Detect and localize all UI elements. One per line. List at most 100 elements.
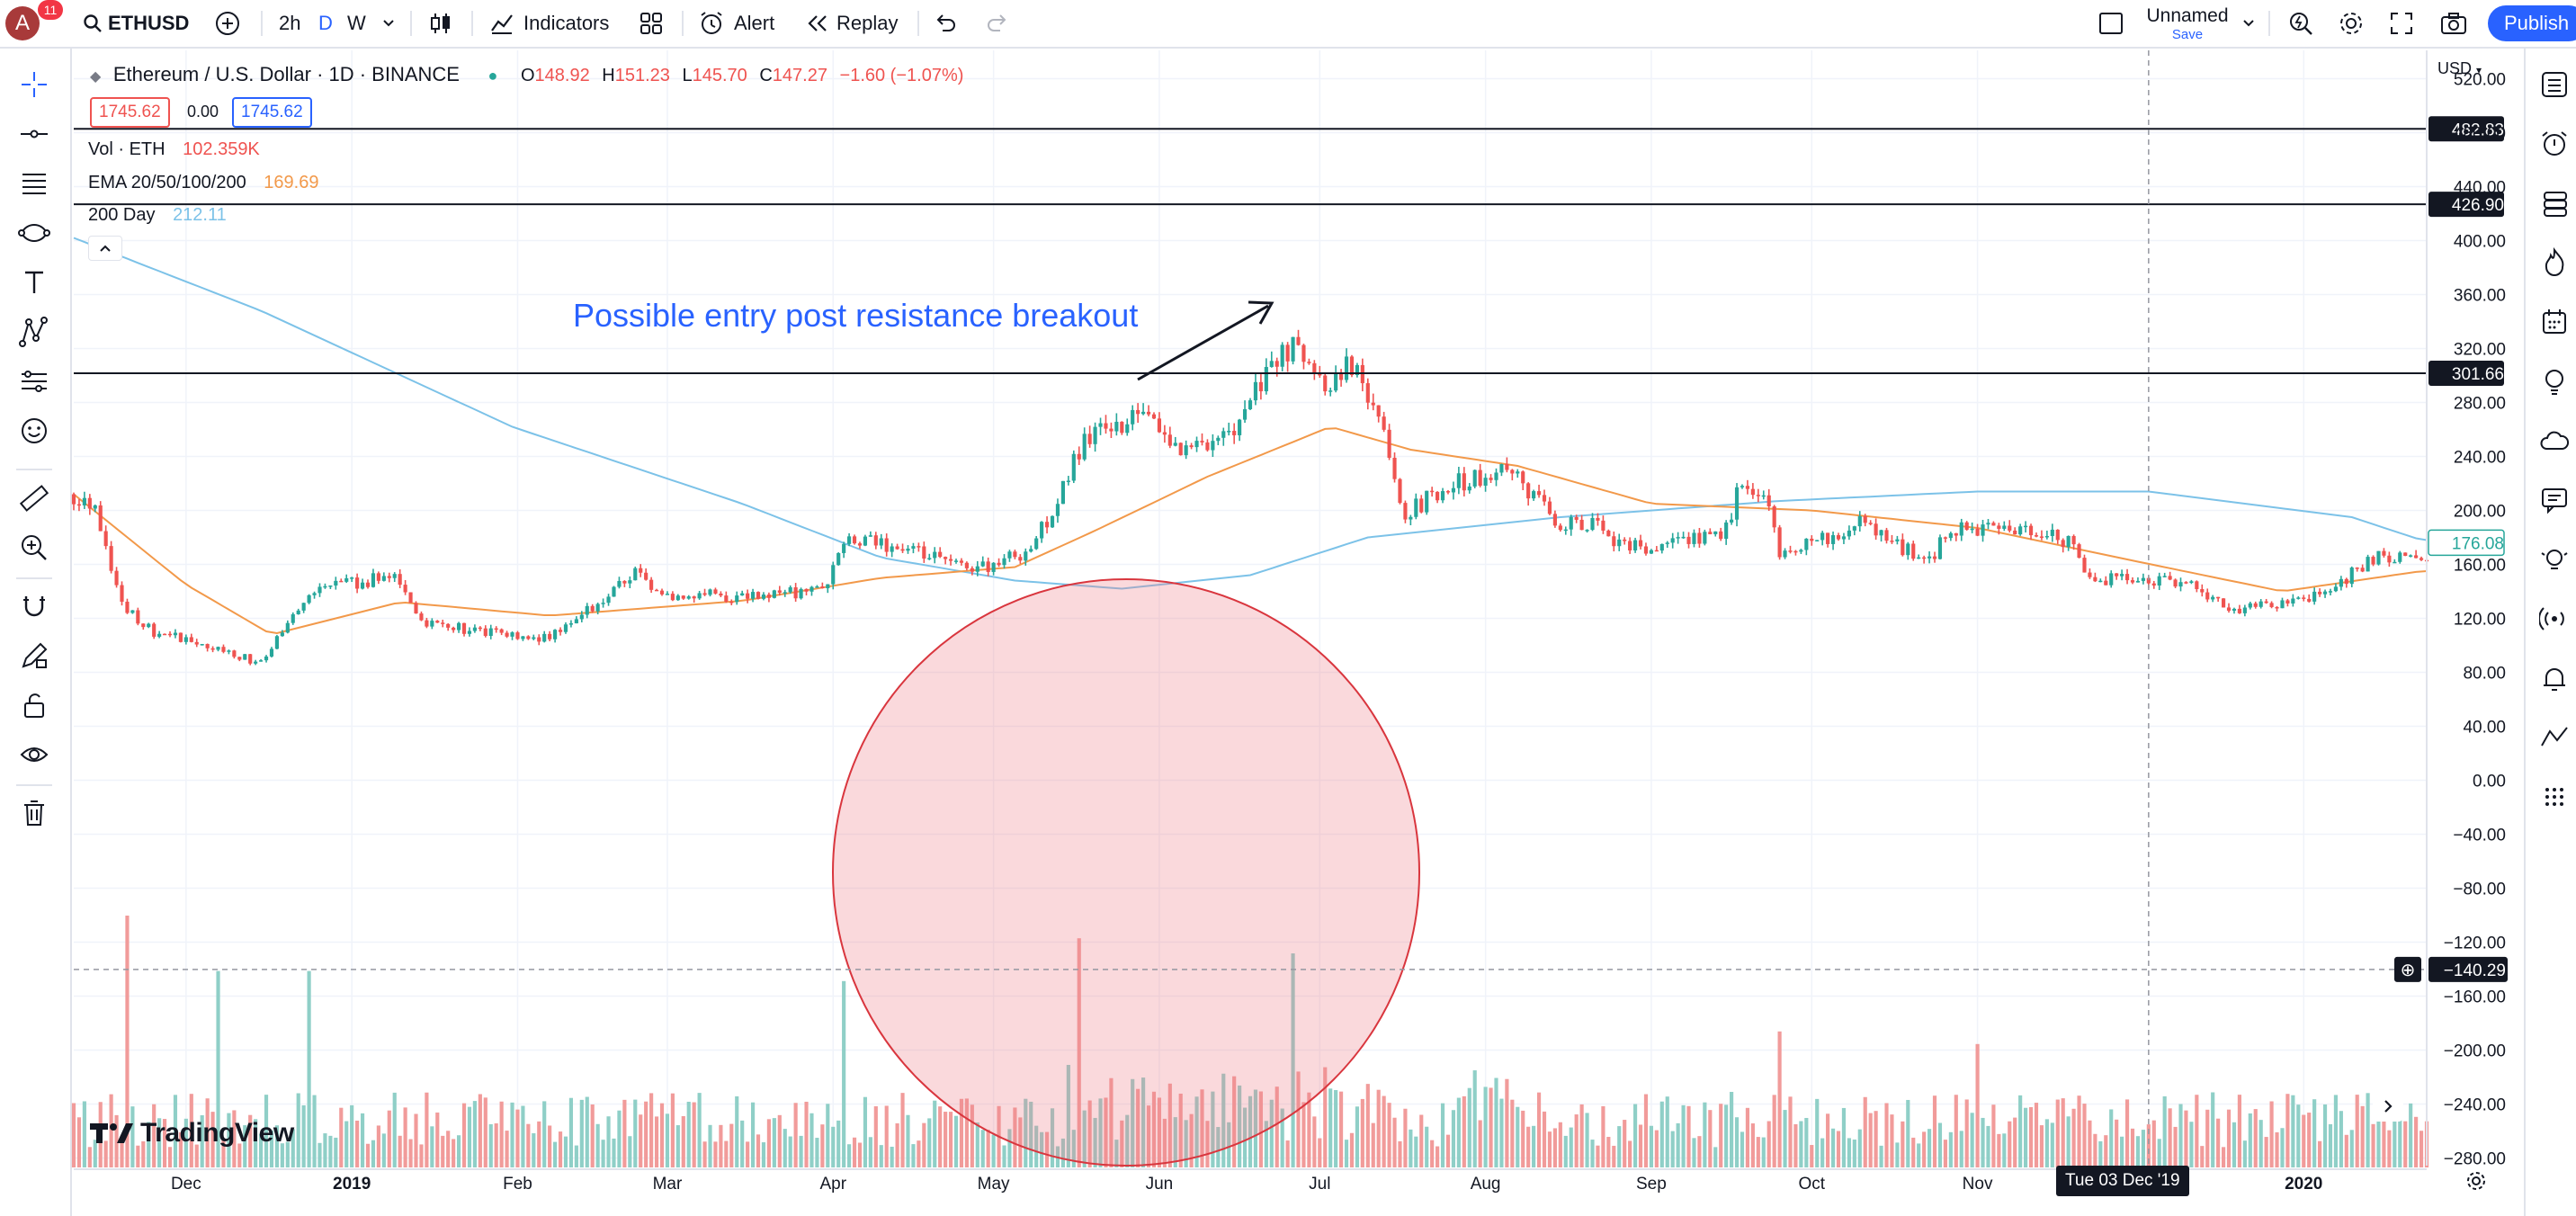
fullscreen-button[interactable] — [2389, 0, 2414, 47]
volume-bar — [328, 1135, 333, 1167]
fib-tool[interactable] — [16, 165, 52, 201]
candle-body — [938, 551, 943, 558]
candle-body — [1730, 519, 1734, 523]
interval-2h-button[interactable]: 2h — [279, 12, 301, 34]
horizontal-lines[interactable]: 482.83 426.90 301.66 — [74, 116, 2504, 387]
candle-body — [285, 622, 290, 633]
calendar-button[interactable] — [2536, 304, 2572, 340]
candle-body — [1975, 528, 1980, 536]
volume-bar — [793, 1103, 798, 1167]
candle-body — [87, 497, 92, 509]
sell-button[interactable]: 1745.62 — [90, 97, 170, 128]
hotlists-button[interactable] — [2536, 245, 2572, 281]
candle-body — [948, 559, 953, 561]
collapse-legend-button[interactable] — [88, 236, 122, 261]
legend-title[interactable]: Ethereum / U.S. Dollar · 1D · BINANCE — [112, 63, 460, 85]
magnet-tool[interactable] — [16, 588, 52, 624]
shapes-tool[interactable] — [16, 215, 52, 251]
candle-body — [1216, 437, 1221, 442]
broadcast-button[interactable] — [2536, 601, 2572, 637]
avatar[interactable]: A — [5, 0, 40, 47]
volume-bar — [2024, 1107, 2028, 1167]
lock-drawings-tool[interactable] — [16, 687, 52, 723]
alert-button[interactable]: Alert — [698, 0, 774, 47]
replay-button[interactable]: Replay — [806, 0, 898, 47]
auto-scale-button[interactable] — [2464, 1169, 2488, 1197]
drawings[interactable] — [832, 300, 1420, 1167]
notifications-button[interactable] — [2536, 660, 2572, 696]
icons-tool[interactable] — [16, 413, 52, 449]
candle-body — [1612, 536, 1616, 547]
quick-search-button[interactable] — [2286, 0, 2315, 47]
interval-dropdown[interactable] — [381, 0, 396, 47]
volume-bar — [2050, 1122, 2054, 1167]
arrow-line[interactable] — [1137, 304, 1269, 381]
ideas-stream-button[interactable] — [2536, 541, 2572, 577]
ideas-button[interactable] — [2536, 363, 2572, 399]
volume-bar — [2360, 1105, 2365, 1167]
candle-body — [1291, 336, 1295, 362]
scroll-right-button[interactable] — [2373, 1091, 2403, 1122]
candle-body — [750, 592, 756, 599]
volume-bar — [1906, 1099, 1910, 1167]
candle-body — [1536, 491, 1542, 496]
layout-name-button[interactable]: Unnamed Save — [2142, 4, 2232, 44]
currency-select[interactable]: USD ▾ — [2437, 59, 2482, 78]
candle-body — [2333, 586, 2339, 592]
layout-dropdown[interactable] — [2241, 0, 2256, 47]
crosshair-tool[interactable] — [16, 67, 52, 103]
compare-symbol-button[interactable] — [214, 0, 241, 47]
indicators-button[interactable]: Indicators — [489, 0, 609, 47]
notification-badge[interactable]: 11 — [38, 0, 63, 20]
chart-pattern-button[interactable] — [2536, 720, 2572, 756]
legend-200day[interactable]: 200 Day 212.11 — [88, 205, 227, 226]
text-tool[interactable] — [16, 264, 52, 300]
crosshair-plus-button[interactable] — [2394, 956, 2421, 982]
volume-bar — [521, 1105, 525, 1167]
volume-bar — [1334, 1090, 1338, 1167]
snapshot-button[interactable] — [2439, 0, 2468, 47]
data-window-button[interactable] — [2536, 185, 2572, 221]
measure-tool[interactable] — [16, 480, 52, 516]
candle-body — [558, 630, 563, 632]
chart-type-button[interactable] — [428, 0, 453, 47]
buy-button[interactable]: 1745.62 — [232, 97, 312, 128]
annotation-text[interactable]: Possible entry post resistance breakout — [573, 297, 1139, 334]
highlight-circle[interactable] — [832, 578, 1420, 1167]
patterns-tool[interactable] — [16, 314, 52, 350]
redo-button[interactable] — [986, 0, 1009, 47]
chats-button[interactable] — [2536, 482, 2572, 518]
volume-bar — [938, 1106, 943, 1167]
hide-drawings-tool[interactable] — [16, 737, 52, 773]
candle-body — [120, 585, 124, 603]
symbol-search-button[interactable]: ETHUSD — [83, 0, 189, 47]
volume-bar — [1044, 1131, 1050, 1167]
legend-ema[interactable]: EMA 20/50/100/200 169.69 — [88, 173, 318, 193]
streams-button[interactable] — [2536, 423, 2572, 459]
object-tree-button[interactable] — [2536, 779, 2572, 815]
candle-body — [1804, 538, 1809, 550]
candle-body — [2124, 574, 2130, 581]
candle-body — [1077, 453, 1081, 460]
zoom-tool[interactable] — [16, 530, 52, 566]
watchlist-button[interactable] — [2536, 67, 2572, 103]
alerts-panel-button[interactable] — [2536, 126, 2572, 162]
trend-line-tool[interactable] — [16, 116, 52, 152]
volume-bar — [1194, 1096, 1199, 1167]
volume-bar — [1991, 1104, 1996, 1167]
interval-d-button[interactable]: D — [318, 12, 333, 34]
remove-drawings-tool[interactable] — [16, 795, 52, 831]
forecast-tool[interactable] — [16, 363, 52, 399]
settings-button[interactable] — [2337, 0, 2366, 47]
interval-w-button[interactable]: W — [347, 12, 366, 34]
undo-button[interactable] — [934, 0, 957, 47]
templates-button[interactable] — [639, 0, 664, 47]
publish-button[interactable]: Publish — [2488, 5, 2576, 41]
candle-body — [1708, 532, 1713, 535]
legend-volume[interactable]: Vol · ETH 102.359K — [88, 139, 260, 160]
volume-bar — [381, 1133, 386, 1167]
candle-body — [788, 586, 792, 593]
stay-in-drawing-tool[interactable] — [16, 638, 52, 674]
layout-select-button[interactable] — [2097, 0, 2124, 47]
